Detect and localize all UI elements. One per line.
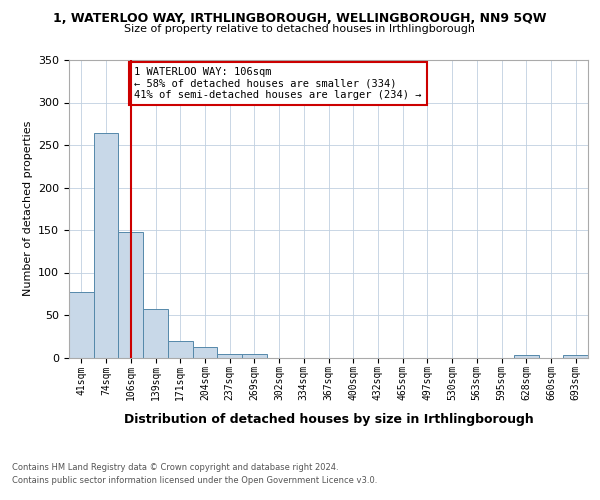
Bar: [94, 133, 118, 358]
Text: Size of property relative to detached houses in Irthlingborough: Size of property relative to detached ho…: [125, 24, 476, 34]
Bar: [242, 354, 267, 358]
Text: Distribution of detached houses by size in Irthlingborough: Distribution of detached houses by size …: [124, 412, 533, 426]
Bar: [69, 292, 94, 358]
Y-axis label: Number of detached properties: Number of detached properties: [23, 121, 32, 296]
Bar: [143, 309, 168, 358]
Bar: [168, 340, 193, 357]
Text: Contains public sector information licensed under the Open Government Licence v3: Contains public sector information licen…: [12, 476, 377, 485]
Text: 1, WATERLOO WAY, IRTHLINGBOROUGH, WELLINGBOROUGH, NN9 5QW: 1, WATERLOO WAY, IRTHLINGBOROUGH, WELLIN…: [53, 12, 547, 26]
Bar: [514, 355, 539, 358]
Bar: [217, 354, 242, 358]
Bar: [563, 355, 588, 358]
Bar: [193, 348, 217, 358]
Text: 1 WATERLOO WAY: 106sqm
← 58% of detached houses are smaller (334)
41% of semi-de: 1 WATERLOO WAY: 106sqm ← 58% of detached…: [134, 67, 422, 100]
Bar: [118, 232, 143, 358]
Text: Contains HM Land Registry data © Crown copyright and database right 2024.: Contains HM Land Registry data © Crown c…: [12, 462, 338, 471]
